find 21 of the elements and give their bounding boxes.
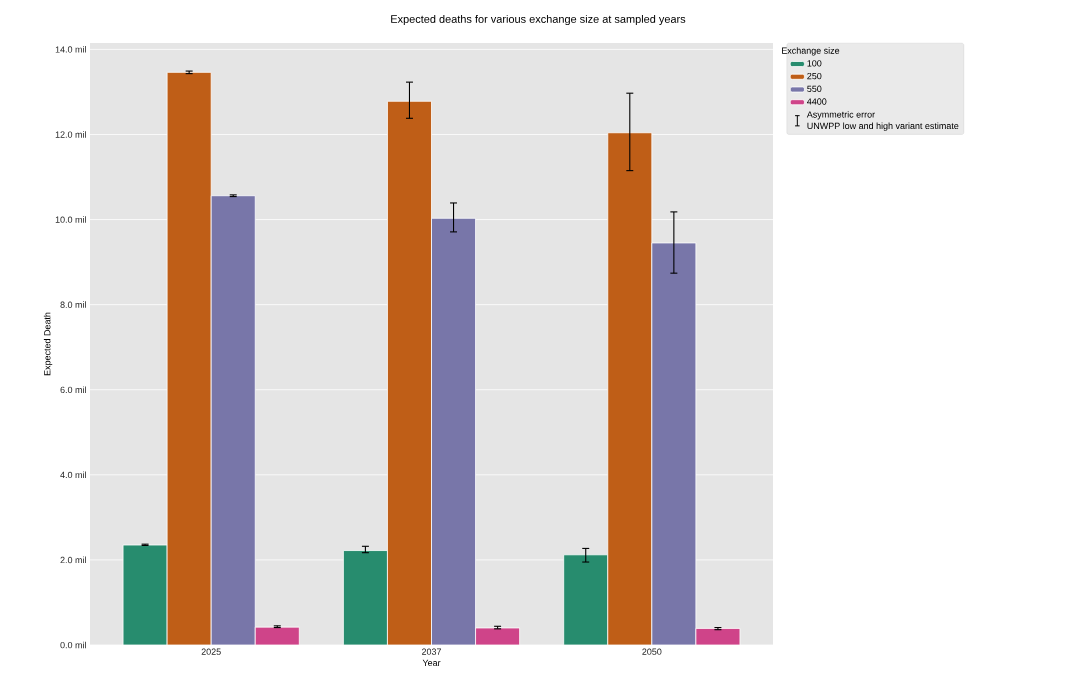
y-tick-label: 0.0 mil xyxy=(60,641,86,649)
y-tick-label: 10.0 mil xyxy=(55,216,86,223)
legend-label: 4400 xyxy=(807,98,827,105)
text: UNWPP low and high variant estimate xyxy=(807,122,959,131)
x-tick-label: 2037 xyxy=(421,648,442,655)
y-tick-label: 14.0 mil xyxy=(55,46,86,53)
text: Asymmetric error xyxy=(806,111,875,120)
chart-title: Expected deaths for various exchange size at sampled years xyxy=(391,14,686,26)
legend-label: 100 xyxy=(807,60,822,67)
y-tick-label: 4.0 mil xyxy=(60,471,86,479)
legend-title: Exchange size xyxy=(782,47,840,56)
legend-label: 550 xyxy=(807,85,822,92)
x-tick-label: 2025 xyxy=(201,648,221,655)
y-axis-title: Expected Death xyxy=(43,312,53,376)
x-axis-title: Year xyxy=(422,659,441,666)
y-tick-label: 8.0 mil xyxy=(60,301,86,308)
y-tick-label: 12.0 mil xyxy=(55,131,86,138)
y-tick-label: 2.0 mil xyxy=(60,556,86,564)
legend-label: 250 xyxy=(807,72,822,80)
x-tick-label: 2050 xyxy=(642,648,662,655)
y-tick-label: 6.0 mil xyxy=(60,386,86,394)
